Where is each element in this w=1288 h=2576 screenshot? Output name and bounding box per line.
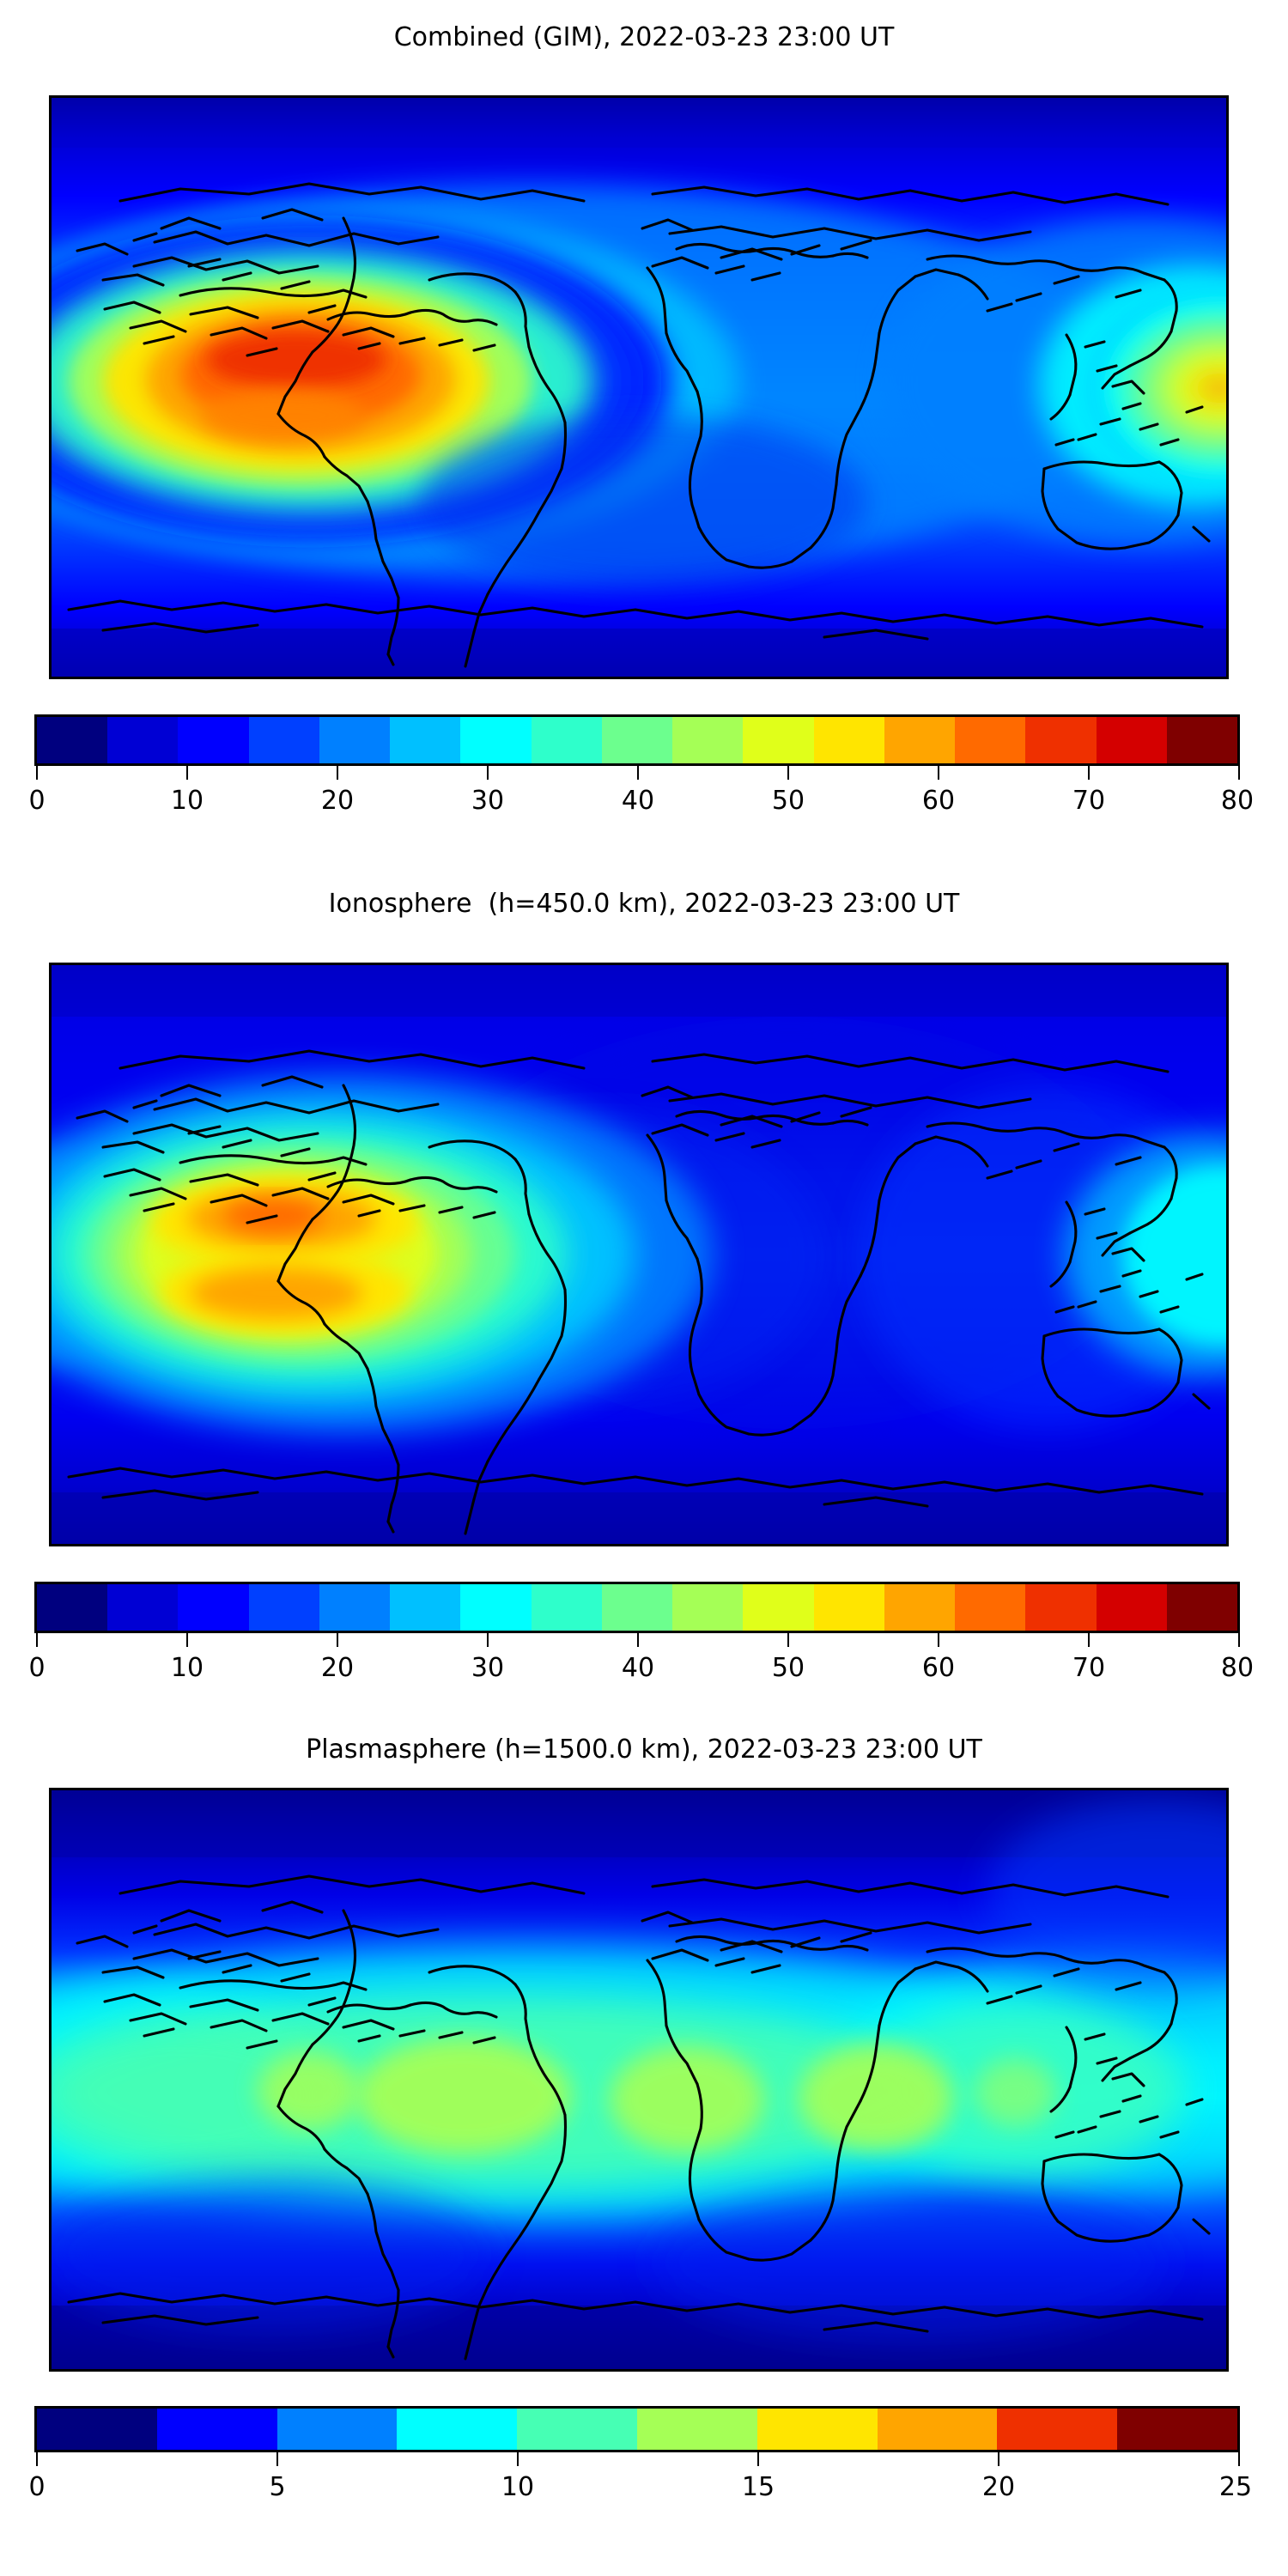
colorbar-labels-combined-gim: 0 10 20 30 40 50 60 70 80 [28, 783, 1254, 821]
colorbar-tick-label: 20 [320, 786, 355, 816]
panel-title-ionosphere: Ionosphere (h=450.0 km), 2022-03-23 23:0… [328, 889, 960, 919]
colorbar-tick-label: 80 [1220, 1653, 1255, 1683]
colorbar-ticks-plasmasphere [34, 2452, 1240, 2470]
panel-combined-gim: Combined (GIM), 2022-03-23 23:00 UT [0, 0, 1288, 867]
colorbar-ionosphere: 0 10 20 30 40 50 60 70 80 [28, 1582, 1254, 1688]
colorbar-ticks-combined-gim [34, 766, 1240, 783]
map-plasmasphere [49, 1788, 1229, 2372]
colorbar-tick-label: 10 [170, 1653, 204, 1683]
colorbar-tick-label: 5 [269, 2472, 286, 2502]
colorbar-tick-label: 60 [921, 1653, 956, 1683]
colorbar-tick-label: 0 [28, 2472, 46, 2502]
panel-title-combined-gim: Combined (GIM), 2022-03-23 23:00 UT [393, 22, 895, 52]
colorbar-tick-label: 0 [28, 786, 46, 816]
colorbar-tick-label: 15 [741, 2472, 775, 2502]
map-combined-gim [49, 95, 1229, 679]
colorbar-combined-gim: 0 10 20 30 40 50 60 70 80 [28, 714, 1254, 821]
colorbar-plasmasphere: 0 5 10 15 20 25 [28, 2406, 1252, 2507]
panel-plasmasphere: Plasmasphere (h=1500.0 km), 2022-03-23 2… [0, 1735, 1288, 2576]
panel-ionosphere: Ionosphere (h=450.0 km), 2022-03-23 23:0… [0, 867, 1288, 1752]
colorbar-tick-label: 50 [771, 786, 805, 816]
colorbar-tick-label: 40 [621, 1653, 655, 1683]
colorbar-tick-label: 20 [320, 1653, 355, 1683]
colorbar-tick-label: 80 [1220, 786, 1255, 816]
colorbar-strip-plasmasphere [34, 2406, 1240, 2452]
colorbar-tick-label: 50 [771, 1653, 805, 1683]
map-ionosphere [49, 963, 1229, 1546]
colorbar-tick-label: 70 [1072, 786, 1106, 816]
colorbar-ticks-ionosphere [34, 1633, 1240, 1650]
colorbar-tick-label: 20 [981, 2472, 1016, 2502]
panel-title-plasmasphere: Plasmasphere (h=1500.0 km), 2022-03-23 2… [306, 1735, 982, 1765]
colorbar-tick-label: 25 [1218, 2472, 1253, 2502]
colorbar-tick-label: 10 [501, 2472, 535, 2502]
colorbar-labels-ionosphere: 0 10 20 30 40 50 60 70 80 [28, 1650, 1254, 1688]
colorbar-tick-label: 0 [28, 1653, 46, 1683]
colorbar-strip-combined-gim [34, 714, 1240, 766]
colorbar-tick-label: 10 [170, 786, 204, 816]
colorbar-tick-label: 30 [471, 1653, 505, 1683]
colorbar-tick-label: 40 [621, 786, 655, 816]
colorbar-tick-label: 70 [1072, 1653, 1106, 1683]
colorbar-strip-ionosphere [34, 1582, 1240, 1633]
colorbar-tick-label: 30 [471, 786, 505, 816]
colorbar-tick-label: 60 [921, 786, 956, 816]
colorbar-labels-plasmasphere: 0 5 10 15 20 25 [28, 2470, 1252, 2507]
